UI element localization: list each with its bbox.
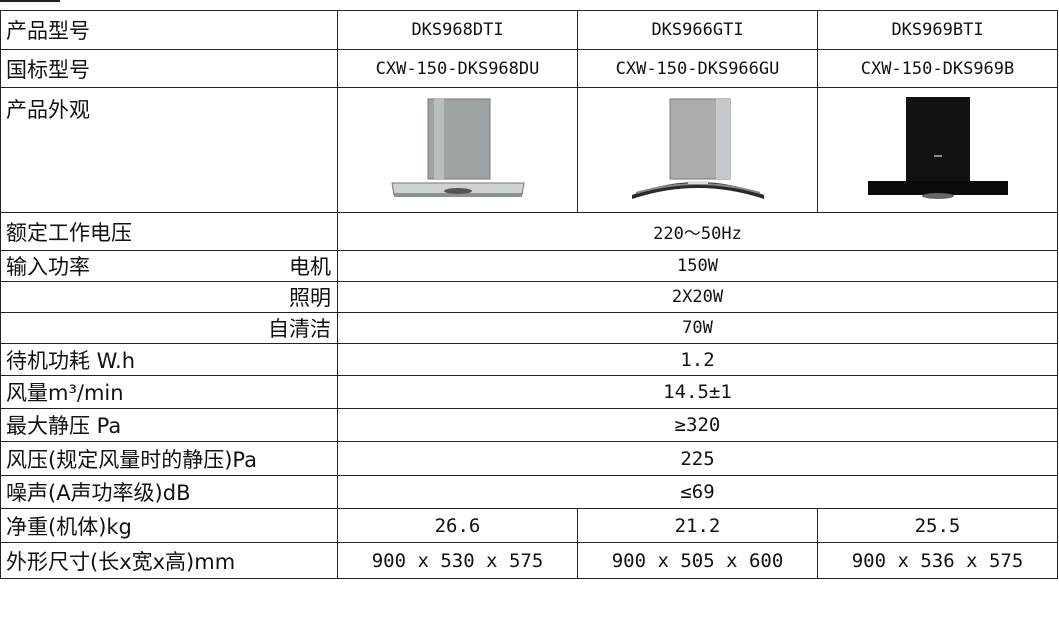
row-maxpressure: 最大静压 Pa ≥320 [0, 408, 1058, 442]
row-selfclean: 自清洁 70W [0, 312, 1058, 344]
model-label: 产品型号 [0, 10, 338, 50]
weight-3: 25.5 [817, 508, 1058, 543]
dimension-3: 900 x 536 x 575 [817, 542, 1058, 579]
voltage-label: 额定工作电压 [0, 212, 338, 251]
row-noise: 噪声(A声功率级)dB ≤69 [0, 475, 1058, 509]
voltage-value: 220～50Hz [337, 212, 1058, 251]
selfclean-value: 70W [337, 312, 1058, 344]
spec-table: 产品型号 DKS968DTI DKS966GTI DKS969BTI 国标型号 … [0, 10, 1058, 579]
row-weight: 净重(机体)kg 26.6 21.2 25.5 [0, 508, 1058, 543]
weight-label: 净重(机体)kg [0, 508, 338, 543]
row-national: 国标型号 CXW-150-DKS968DU CXW-150-DKS966GU C… [0, 49, 1058, 88]
product-image-2 [577, 87, 818, 213]
row-voltage: 额定工作电压 220～50Hz [0, 212, 1058, 251]
standby-value: 1.2 [337, 343, 1058, 376]
national-3: CXW-150-DKS969B [817, 49, 1058, 88]
dimension-1: 900 x 530 x 575 [337, 542, 578, 579]
dimension-2: 900 x 505 x 600 [577, 542, 818, 579]
motor-value: 150W [337, 250, 1058, 282]
lighting-value: 2X20W [337, 281, 1058, 313]
row-lighting: 照明 2X20W [0, 281, 1058, 313]
row-standby: 待机功耗 W.h 1.2 [0, 343, 1058, 376]
product-image-1 [337, 87, 578, 213]
airflow-value: 14.5±1 [337, 375, 1058, 409]
dimension-label: 外形尺寸(长x宽x高)mm [0, 542, 338, 579]
power-motor-cell: 输入功率 电机 [0, 250, 338, 282]
row-appearance: 产品外观 [0, 87, 1058, 213]
windpressure-label: 风压(规定风量时的静压)Pa [0, 441, 338, 476]
power-label: 输入功率 [6, 255, 90, 279]
model-1: DKS968DTI [337, 10, 578, 50]
lighting-label: 照明 [0, 281, 338, 313]
row-windpressure: 风压(规定风量时的静压)Pa 225 [0, 441, 1058, 476]
national-2: CXW-150-DKS966GU [577, 49, 818, 88]
national-1: CXW-150-DKS968DU [337, 49, 578, 88]
row-model: 产品型号 DKS968DTI DKS966GTI DKS969BTI [0, 10, 1058, 50]
weight-1: 26.6 [337, 508, 578, 543]
maxpressure-value: ≥320 [337, 408, 1058, 442]
noise-value: ≤69 [337, 475, 1058, 509]
row-motor: 输入功率 电机 150W [0, 250, 1058, 282]
row-airflow: 风量m³/min 14.5±1 [0, 375, 1058, 409]
windpressure-value: 225 [337, 441, 1058, 476]
row-dimension: 外形尺寸(长x宽x高)mm 900 x 530 x 575 900 x 505 … [0, 542, 1058, 579]
product-image-3 [817, 87, 1058, 213]
weight-2: 21.2 [577, 508, 818, 543]
top-rule [0, 0, 60, 2]
range-hood-black-icon [867, 97, 1008, 199]
selfclean-label: 自清洁 [0, 312, 338, 344]
motor-label: 电机 [289, 255, 331, 279]
range-hood-curved-glass-icon [631, 98, 764, 199]
appearance-label: 产品外观 [0, 87, 338, 213]
airflow-label: 风量m³/min [0, 375, 338, 409]
model-2: DKS966GTI [577, 10, 818, 50]
range-hood-silver-flat-icon [390, 98, 525, 197]
model-3: DKS969BTI [817, 10, 1058, 50]
standby-label: 待机功耗 W.h [0, 343, 338, 376]
noise-label: 噪声(A声功率级)dB [0, 475, 338, 509]
national-label: 国标型号 [0, 49, 338, 88]
maxpressure-label: 最大静压 Pa [0, 408, 338, 442]
